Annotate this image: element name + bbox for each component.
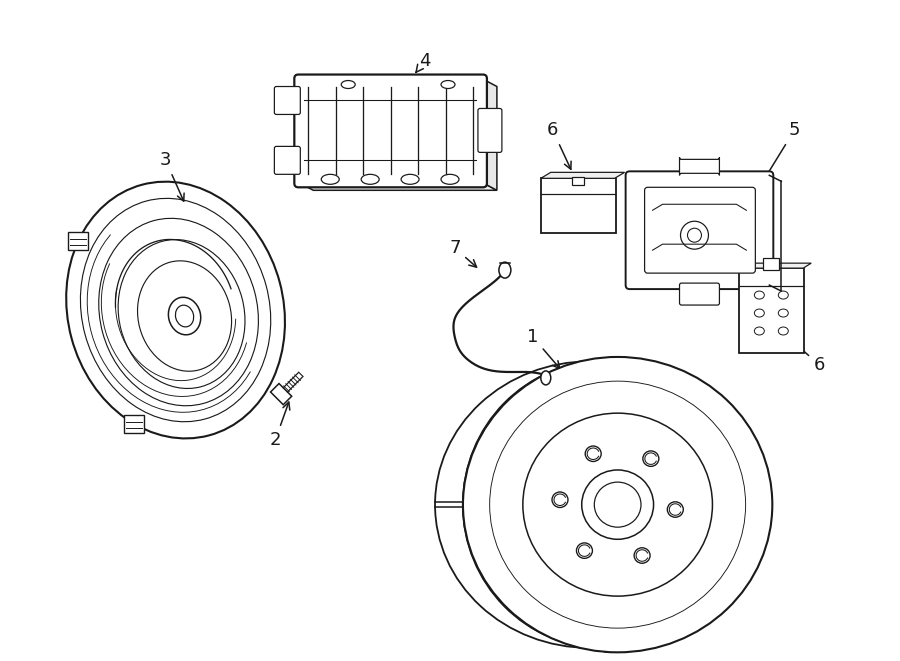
FancyBboxPatch shape bbox=[680, 283, 719, 305]
FancyBboxPatch shape bbox=[68, 232, 88, 250]
Ellipse shape bbox=[585, 446, 601, 461]
Text: 6: 6 bbox=[547, 122, 572, 169]
Ellipse shape bbox=[680, 221, 708, 249]
Ellipse shape bbox=[552, 492, 568, 508]
Ellipse shape bbox=[401, 175, 419, 184]
Ellipse shape bbox=[643, 451, 659, 467]
Ellipse shape bbox=[341, 81, 356, 89]
Ellipse shape bbox=[688, 228, 701, 242]
Text: 1: 1 bbox=[527, 328, 560, 368]
Text: 6: 6 bbox=[795, 343, 825, 374]
Polygon shape bbox=[482, 79, 497, 190]
Polygon shape bbox=[541, 173, 625, 178]
FancyBboxPatch shape bbox=[274, 87, 301, 114]
FancyBboxPatch shape bbox=[124, 415, 144, 433]
FancyBboxPatch shape bbox=[572, 177, 584, 185]
Ellipse shape bbox=[577, 543, 592, 559]
Text: 7: 7 bbox=[449, 239, 477, 267]
Text: 4: 4 bbox=[416, 52, 431, 72]
Text: 3: 3 bbox=[160, 151, 184, 201]
Ellipse shape bbox=[778, 291, 788, 299]
Ellipse shape bbox=[361, 175, 379, 184]
Ellipse shape bbox=[754, 327, 764, 335]
FancyBboxPatch shape bbox=[541, 178, 616, 233]
FancyBboxPatch shape bbox=[294, 75, 487, 187]
Ellipse shape bbox=[67, 182, 285, 438]
Ellipse shape bbox=[667, 502, 683, 518]
Polygon shape bbox=[740, 263, 811, 268]
FancyBboxPatch shape bbox=[680, 157, 719, 175]
Ellipse shape bbox=[441, 81, 455, 89]
FancyBboxPatch shape bbox=[644, 187, 755, 273]
Ellipse shape bbox=[778, 309, 788, 317]
Ellipse shape bbox=[754, 291, 764, 299]
Polygon shape bbox=[298, 182, 497, 190]
Ellipse shape bbox=[634, 548, 650, 563]
Ellipse shape bbox=[778, 327, 788, 335]
Text: 2: 2 bbox=[270, 402, 290, 449]
Ellipse shape bbox=[754, 309, 764, 317]
FancyBboxPatch shape bbox=[740, 268, 805, 353]
Ellipse shape bbox=[321, 175, 339, 184]
FancyBboxPatch shape bbox=[478, 108, 502, 153]
FancyBboxPatch shape bbox=[763, 258, 779, 270]
FancyBboxPatch shape bbox=[626, 171, 773, 289]
Ellipse shape bbox=[541, 371, 551, 385]
Ellipse shape bbox=[441, 175, 459, 184]
Ellipse shape bbox=[499, 262, 511, 278]
FancyBboxPatch shape bbox=[274, 146, 301, 175]
Ellipse shape bbox=[463, 357, 772, 652]
Text: 5: 5 bbox=[757, 122, 800, 192]
Polygon shape bbox=[271, 383, 292, 405]
